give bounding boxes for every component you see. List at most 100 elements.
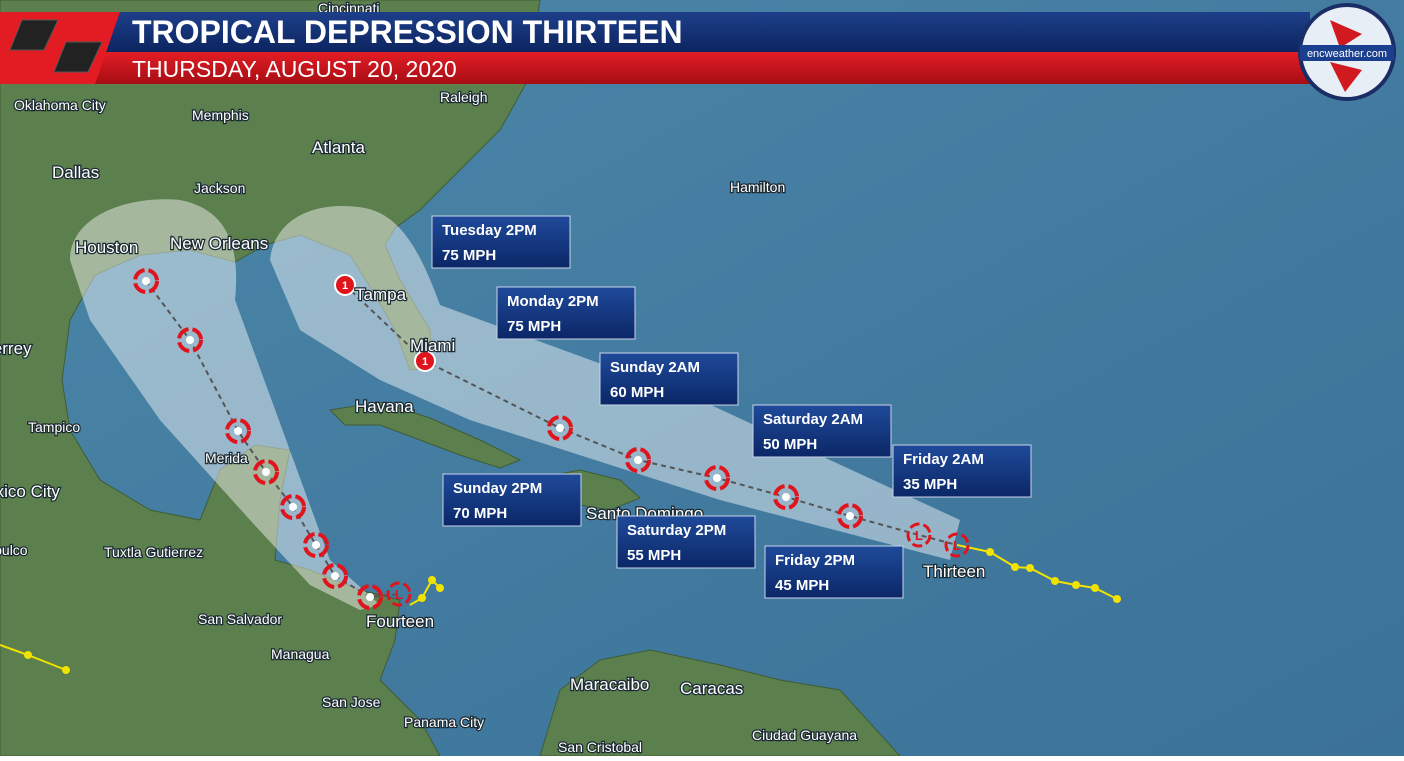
past-point: [1091, 584, 1099, 592]
storm-ring: [625, 447, 651, 473]
city-label: Acapulco: [0, 542, 28, 558]
title: TROPICAL DEPRESSION THIRTEEN: [132, 14, 683, 50]
forecast-box: [431, 215, 571, 269]
city-label: Caracas: [680, 679, 743, 698]
city-label: San Cristobal: [558, 739, 642, 755]
past-point: [1026, 564, 1034, 572]
logo-text: encweather.com: [1307, 48, 1387, 60]
storm-ring: [280, 494, 306, 520]
storm-ring: [322, 563, 348, 589]
city-label: Tuxtla Gutierrez: [104, 544, 203, 560]
low-letter: L: [953, 538, 961, 553]
low-letter: L: [915, 528, 923, 543]
storm-eye: [846, 512, 854, 520]
storm-eye: [556, 424, 564, 432]
storm-ring: [357, 584, 383, 610]
city-label: Jackson: [194, 180, 245, 196]
forecast-time: Saturday 2AM: [763, 411, 863, 428]
storm-eye: [262, 468, 270, 476]
track-icons: 1 1 L L L: [133, 268, 970, 610]
city-label: Panama City: [404, 714, 484, 730]
hurricane-category: 1: [342, 280, 348, 292]
city-label: Tampa: [355, 285, 407, 304]
storm-ring: [773, 484, 799, 510]
past-point: [62, 666, 70, 674]
forecast-wind: 50 MPH: [763, 436, 817, 453]
storm-ring: [704, 465, 730, 491]
forecast-wind: 75 MPH: [442, 247, 496, 264]
forecast-box: [599, 352, 739, 406]
logo-flags: [1330, 20, 1362, 92]
storm-eye: [142, 277, 150, 285]
city-label: New Orleans: [170, 234, 268, 253]
forecast-wind: 55 MPH: [627, 547, 681, 564]
forecast-time: Friday 2PM: [775, 552, 855, 569]
forecast-box: [892, 444, 1032, 498]
city-label: Managua: [271, 646, 330, 662]
land: [0, 0, 902, 757]
city-label: Dallas: [52, 163, 99, 182]
city-label: San Salvador: [198, 611, 282, 627]
forecast-box: [616, 515, 756, 569]
city-label: Mexico City: [0, 482, 60, 501]
storm-ring: [225, 418, 251, 444]
city-label: Atlanta: [312, 138, 365, 157]
forecast-box: [764, 545, 904, 599]
past-point: [24, 651, 32, 659]
low-icon: [906, 522, 932, 548]
storm-eye: [366, 593, 374, 601]
forecast-time: Sunday 2AM: [610, 359, 700, 376]
city-label: Memphis: [192, 107, 249, 123]
storm-eye: [234, 427, 242, 435]
forecast-wind: 45 MPH: [775, 577, 829, 594]
storm-ring: [253, 459, 279, 485]
forecast-box: [752, 404, 892, 458]
storm-eye: [331, 572, 339, 580]
subtitle: THURSDAY, AUGUST 20, 2020: [132, 56, 457, 82]
forecast-wind: 60 MPH: [610, 384, 664, 401]
title-bar: [0, 12, 1310, 52]
storm-ring: [177, 327, 203, 353]
forecast-wind: 75 MPH: [507, 318, 561, 335]
storm-eye: [312, 541, 320, 549]
city-label: Oklahoma City: [14, 97, 106, 113]
city-label: Ciudad Guayana: [752, 727, 857, 743]
hurricane-category: 1: [422, 356, 428, 368]
hurricane-icon: [334, 274, 356, 296]
past-point: [428, 576, 436, 584]
storm-label: Fourteen: [366, 612, 434, 631]
storm-label: Thirteen: [923, 562, 985, 581]
logo-shape: [53, 41, 103, 73]
city-label: Hamilton: [730, 179, 785, 195]
forecast-time: Monday 2PM: [507, 293, 599, 310]
storm-ring: [303, 532, 329, 558]
storm-ring: [837, 503, 863, 529]
past-point: [1011, 563, 1019, 571]
city-label: Tampico: [28, 419, 80, 435]
forecast-time: Friday 2AM: [903, 451, 984, 468]
past-point: [418, 594, 426, 602]
city-label: Raleigh: [440, 89, 487, 105]
past-point: [1051, 577, 1059, 585]
city-label: Merida: [205, 450, 248, 466]
storm-ring: [547, 415, 573, 441]
storm-eye: [186, 336, 194, 344]
low-letter: L: [395, 587, 403, 602]
hurricane-icon: [414, 350, 436, 372]
header: TROPICAL DEPRESSION THIRTEEN THURSDAY, A…: [0, 3, 1396, 101]
city-label: San Jose: [322, 694, 381, 710]
storm-ring: [133, 268, 159, 294]
low-icon: [386, 581, 412, 607]
city-label: Miami: [410, 336, 455, 355]
forecast-wind: 70 MPH: [453, 505, 507, 522]
city-label: Monterrey: [0, 339, 32, 358]
past-point: [436, 584, 444, 592]
storm-eye: [713, 474, 721, 482]
city-label: Houston: [75, 238, 138, 257]
logo-band: [1300, 45, 1394, 61]
forecast-box: [496, 286, 636, 340]
storm-eye: [782, 493, 790, 501]
past-point: [986, 548, 994, 556]
